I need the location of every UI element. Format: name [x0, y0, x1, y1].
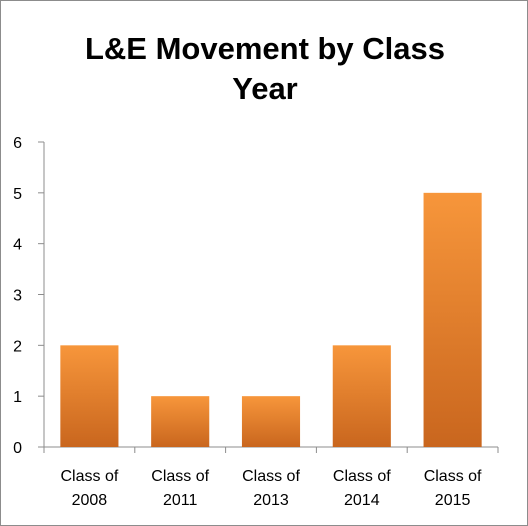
x-tick-label: 2014: [344, 492, 380, 509]
x-tick-label: 2011: [163, 492, 198, 509]
y-tick-label: 3: [13, 288, 22, 305]
chart-bars: [60, 192, 482, 447]
x-tick-label: 2013: [253, 492, 289, 509]
y-tick-label: 0: [13, 440, 22, 457]
y-tick-label: 2: [13, 338, 22, 355]
chart-title: L&E Movement by Class Year: [1, 29, 528, 109]
x-tick-label: 2015: [435, 492, 471, 509]
chart-labels: 0 1 2 3 4 5 6 Class of 2008 Class of 2011 Class of 2…: [13, 135, 482, 509]
y-tick-label: 5: [13, 186, 22, 203]
bar: [423, 192, 482, 447]
x-tick-label: 2008: [72, 492, 108, 509]
x-tick-label: Class of: [61, 468, 119, 485]
chart-title-line-2: Year: [232, 71, 298, 106]
y-tick-label: 6: [13, 135, 22, 152]
chart-title-line-1: L&E Movement by Class: [84, 31, 446, 66]
y-tick-label: 1: [13, 389, 22, 406]
bar: [332, 345, 391, 447]
bar: [241, 396, 301, 447]
bar: [151, 396, 210, 447]
x-tick-label: Class of: [333, 468, 391, 485]
x-tick-label: Class of: [151, 468, 209, 485]
x-tick-label: Class of: [242, 468, 300, 485]
y-tick-label: 4: [13, 237, 22, 254]
bar: [60, 345, 119, 447]
x-tick-label: Class of: [424, 468, 482, 485]
